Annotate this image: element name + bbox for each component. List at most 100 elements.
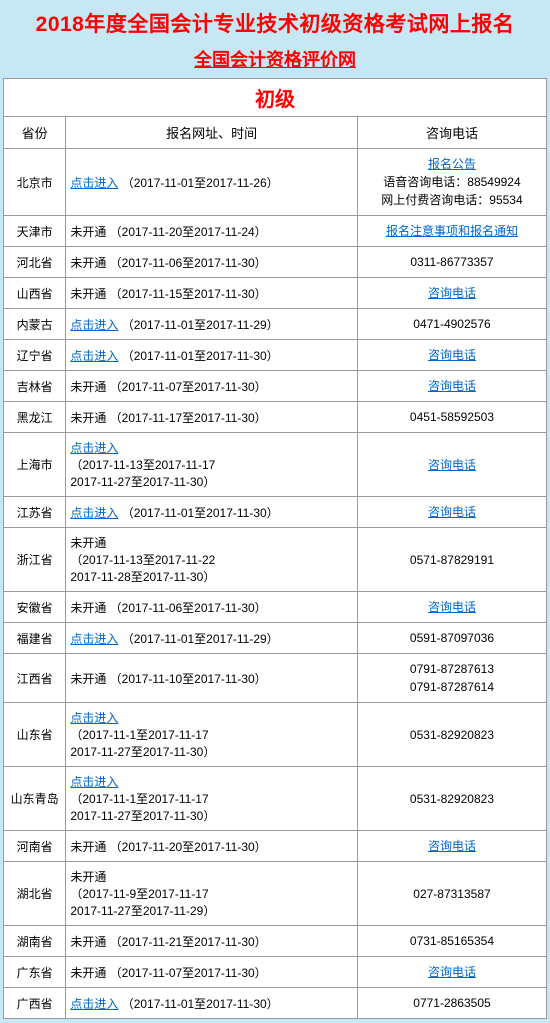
province-cell: 河南省 [4, 831, 66, 862]
url-period: （2017-11-13至2017-11-172017-11-27至2017-11… [70, 458, 215, 489]
enter-link[interactable]: 点击进入 [70, 775, 118, 789]
phone-cell: 0591-87097036 [357, 623, 546, 654]
province-cell: 江苏省 [4, 497, 66, 528]
url-cell: 未开通 （2017-11-17至2017-11-30） [66, 402, 358, 433]
phone-link[interactable]: 咨询电话 [428, 458, 476, 472]
table-row: 广东省未开通 （2017-11-07至2017-11-30）咨询电话 [4, 957, 547, 988]
phone-cell: 0771-2863505 [357, 988, 546, 1019]
url-cell: 未开通 （2017-11-10至2017-11-30） [66, 654, 358, 703]
enter-link[interactable]: 点击进入 [70, 318, 118, 332]
url-cell: 未开通 （2017-11-06至2017-11-30） [66, 247, 358, 278]
phone-link[interactable]: 咨询电话 [428, 839, 476, 853]
url-cell: 点击进入 （2017-11-01至2017-11-29） [66, 623, 358, 654]
province-cell: 天津市 [4, 216, 66, 247]
url-cell: 点击进入 （2017-11-1至2017-11-172017-11-27至201… [66, 767, 358, 831]
phone-cell: 0731-85165354 [357, 926, 546, 957]
url-cell: 点击进入 （2017-11-01至2017-11-30） [66, 497, 358, 528]
sub-title-link[interactable]: 全国会计资格评价网 [3, 44, 547, 78]
phone-cell: 0311-86773357 [357, 247, 546, 278]
phone-link[interactable]: 咨询电话 [428, 505, 476, 519]
enter-link[interactable]: 点击进入 [70, 441, 118, 455]
province-cell: 山东青岛 [4, 767, 66, 831]
phone-link[interactable]: 咨询电话 [428, 965, 476, 979]
url-cell: 点击进入 （2017-11-01至2017-11-30） [66, 988, 358, 1019]
url-cell: 点击进入 （2017-11-01至2017-11-30） [66, 340, 358, 371]
phone-cell: 咨询电话 [357, 831, 546, 862]
table-row: 福建省点击进入 （2017-11-01至2017-11-29）0591-8709… [4, 623, 547, 654]
province-cell: 北京市 [4, 149, 66, 216]
table-row: 湖北省未开通（2017-11-9至2017-11-172017-11-27至20… [4, 862, 547, 926]
enter-link[interactable]: 点击进入 [70, 506, 118, 520]
url-cell: 未开通（2017-11-9至2017-11-172017-11-27至2017-… [66, 862, 358, 926]
province-cell: 黑龙江 [4, 402, 66, 433]
enter-link[interactable]: 点击进入 [70, 176, 118, 190]
province-cell: 湖北省 [4, 862, 66, 926]
phone-cell: 0791-872876130791-87287614 [357, 654, 546, 703]
enter-link[interactable]: 点击进入 [70, 632, 118, 646]
phone-cell: 咨询电话 [357, 433, 546, 497]
url-cell: 未开通 （2017-11-07至2017-11-30） [66, 957, 358, 988]
table-row: 江苏省点击进入 （2017-11-01至2017-11-30） 咨询电话 [4, 497, 547, 528]
table-row: 辽宁省点击进入 （2017-11-01至2017-11-30）咨询电话 [4, 340, 547, 371]
phone-link[interactable]: 咨询电话 [428, 286, 476, 300]
phone-cell: 咨询电话 [357, 957, 546, 988]
url-cell: 未开通（2017-11-13至2017-11-222017-11-28至2017… [66, 528, 358, 592]
table-row: 上海市点击进入 （2017-11-13至2017-11-172017-11-27… [4, 433, 547, 497]
phone-cell: 0531-82920823 [357, 703, 546, 767]
phone-cell: 027-87313587 [357, 862, 546, 926]
enter-link[interactable]: 点击进入 [70, 711, 118, 725]
table-row: 河北省未开通 （2017-11-06至2017-11-30）0311-86773… [4, 247, 547, 278]
table-row: 河南省未开通 （2017-11-20至2017-11-30） 咨询电话 [4, 831, 547, 862]
table-row: 山东省点击进入 （2017-11-1至2017-11-172017-11-27至… [4, 703, 547, 767]
url-period: （2017-11-01至2017-11-29） [118, 632, 278, 646]
url-period: （2017-11-1至2017-11-172017-11-27至2017-11-… [70, 728, 215, 759]
page-container: 2018年度全国会计专业技术初级资格考试网上报名 全国会计资格评价网 初级 省份… [3, 0, 547, 1023]
url-cell: 未开通 （2017-11-07至2017-11-30） [66, 371, 358, 402]
table-row: 黑龙江未开通 （2017-11-17至2017-11-30）0451-58592… [4, 402, 547, 433]
url-cell: 未开通 （2017-11-06至2017-11-30） [66, 592, 358, 623]
table-row: 内蒙古点击进入 （2017-11-01至2017-11-29）0471-4902… [4, 309, 547, 340]
column-header-row: 省份 报名网址、时间 咨询电话 [4, 117, 547, 149]
url-period: （2017-11-1至2017-11-172017-11-27至2017-11-… [70, 792, 215, 823]
province-cell: 上海市 [4, 433, 66, 497]
province-cell: 吉林省 [4, 371, 66, 402]
phone-link[interactable]: 咨询电话 [428, 600, 476, 614]
table-row: 天津市未开通 （2017-11-20至2017-11-24） 报名注意事项和报名通… [4, 216, 547, 247]
enter-link[interactable]: 点击进入 [70, 349, 118, 363]
phone-link[interactable]: 报名公告 [428, 157, 476, 171]
phone-cell: 0571-87829191 [357, 528, 546, 592]
url-cell: 点击进入 （2017-11-13至2017-11-172017-11-27至20… [66, 433, 358, 497]
phone-cell: 报名公告语音咨询电话：88549924网上付费咨询电话：95534 [357, 149, 546, 216]
table-row: 广西省点击进入 （2017-11-01至2017-11-30）0771-2863… [4, 988, 547, 1019]
phone-cell: 咨询电话 [357, 497, 546, 528]
table-row: 山东青岛点击进入 （2017-11-1至2017-11-172017-11-27… [4, 767, 547, 831]
url-period: （2017-11-01至2017-11-30） [118, 349, 278, 363]
province-cell: 江西省 [4, 654, 66, 703]
province-cell: 山东省 [4, 703, 66, 767]
phone-link[interactable]: 报名注意事项和报名通知 [386, 224, 518, 238]
url-period: （2017-11-01至2017-11-29） [118, 318, 278, 332]
url-cell: 点击进入 （2017-11-01至2017-11-26） [66, 149, 358, 216]
url-cell: 未开通 （2017-11-20至2017-11-24） [66, 216, 358, 247]
url-period: （2017-11-01至2017-11-26） [118, 176, 278, 190]
phone-cell: 报名注意事项和报名通知 [357, 216, 546, 247]
table-row: 浙江省未开通（2017-11-13至2017-11-222017-11-28至2… [4, 528, 547, 592]
phone-link[interactable]: 咨询电话 [428, 379, 476, 393]
table-row: 江西省未开通 （2017-11-10至2017-11-30）0791-87287… [4, 654, 547, 703]
province-cell: 福建省 [4, 623, 66, 654]
phone-cell: 0471-4902576 [357, 309, 546, 340]
table-row: 北京市点击进入 （2017-11-01至2017-11-26）报名公告语音咨询电… [4, 149, 547, 216]
col-header-phone: 咨询电话 [357, 117, 546, 149]
main-title: 2018年度全国会计专业技术初级资格考试网上报名 [3, 4, 547, 44]
table-row: 安徽省未开通 （2017-11-06至2017-11-30） 咨询电话 [4, 592, 547, 623]
province-cell: 浙江省 [4, 528, 66, 592]
url-cell: 未开通 （2017-11-20至2017-11-30） [66, 831, 358, 862]
table-row: 湖南省未开通 （2017-11-21至2017-11-30）0731-85165… [4, 926, 547, 957]
province-cell: 安徽省 [4, 592, 66, 623]
phone-link[interactable]: 咨询电话 [428, 348, 476, 362]
province-cell: 河北省 [4, 247, 66, 278]
enter-link[interactable]: 点击进入 [70, 997, 118, 1011]
url-cell: 未开通 （2017-11-21至2017-11-30） [66, 926, 358, 957]
url-cell: 点击进入 （2017-11-1至2017-11-172017-11-27至201… [66, 703, 358, 767]
phone-cell: 咨询电话 [357, 340, 546, 371]
